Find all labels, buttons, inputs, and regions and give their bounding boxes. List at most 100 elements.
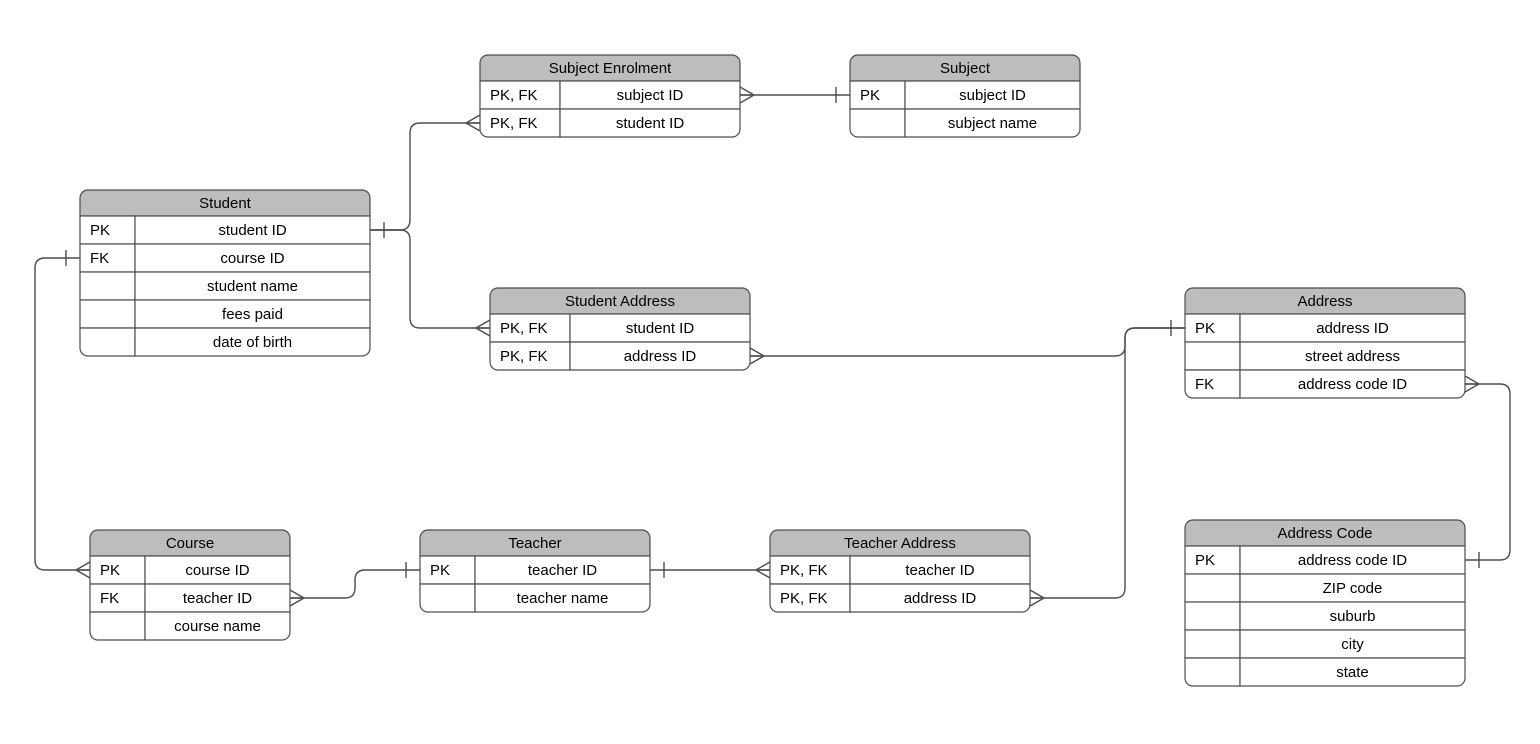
field-label: teacher ID bbox=[183, 590, 252, 607]
key-label: PK bbox=[1195, 552, 1215, 569]
cardinality-many bbox=[476, 328, 490, 336]
field-label: student name bbox=[207, 278, 298, 295]
entity-student: Student PK student ID FK course ID student na… bbox=[80, 190, 370, 356]
edge-path bbox=[370, 123, 480, 230]
key-label: FK bbox=[100, 590, 119, 607]
field-label: teacher name bbox=[517, 590, 609, 607]
key-cell bbox=[80, 272, 135, 300]
entity-title: Student bbox=[199, 195, 252, 212]
key-cell bbox=[1185, 342, 1240, 370]
key-cell bbox=[1185, 630, 1240, 658]
key-cell bbox=[1185, 602, 1240, 630]
field-label: student ID bbox=[218, 222, 287, 239]
entity-student_address: Student Address PK, FK student ID PK, FK add… bbox=[490, 288, 750, 370]
field-label: fees paid bbox=[222, 306, 283, 323]
erd-canvas: Student PK student ID FK course ID student na… bbox=[0, 0, 1540, 744]
edge-path bbox=[290, 570, 420, 598]
entities-layer: Student PK student ID FK course ID student na… bbox=[80, 55, 1465, 686]
edge-subject-enrolment-to-subject bbox=[740, 87, 850, 103]
key-cell bbox=[850, 109, 905, 137]
field-label: address code ID bbox=[1298, 552, 1407, 569]
edge-teacher-to-teacher-address bbox=[650, 562, 770, 578]
entity-course: Course PK course ID FK teacher ID course name bbox=[90, 530, 290, 640]
field-label: teacher ID bbox=[905, 562, 974, 579]
entity-title: Address bbox=[1297, 293, 1352, 310]
cardinality-many bbox=[76, 570, 90, 578]
cardinality-many bbox=[1030, 590, 1044, 598]
entity-title: Subject Enrolment bbox=[549, 60, 672, 77]
field-label: date of birth bbox=[213, 334, 292, 351]
entity-title: Teacher bbox=[508, 535, 561, 552]
field-label: student ID bbox=[626, 320, 695, 337]
field-label: address ID bbox=[904, 590, 977, 607]
field-label: street address bbox=[1305, 348, 1400, 365]
field-label: student ID bbox=[616, 115, 685, 132]
cardinality-many bbox=[290, 598, 304, 606]
entity-title: Student Address bbox=[565, 293, 675, 310]
cardinality-many bbox=[76, 562, 90, 570]
field-label: state bbox=[1336, 664, 1369, 681]
edge-path bbox=[750, 328, 1185, 356]
key-cell bbox=[90, 612, 145, 640]
key-label: FK bbox=[1195, 376, 1214, 393]
cardinality-many bbox=[756, 562, 770, 570]
cardinality-many bbox=[290, 590, 304, 598]
edge-course-to-teacher bbox=[290, 562, 420, 606]
edge-path bbox=[370, 230, 490, 328]
field-label: address ID bbox=[1316, 320, 1389, 337]
key-label: PK bbox=[860, 87, 880, 104]
cardinality-many bbox=[1465, 384, 1479, 392]
entity-title: Teacher Address bbox=[844, 535, 956, 552]
key-label: PK bbox=[90, 222, 110, 239]
cardinality-many bbox=[1465, 376, 1479, 384]
cardinality-many bbox=[750, 356, 764, 364]
cardinality-many bbox=[740, 95, 754, 103]
cardinality-many bbox=[740, 87, 754, 95]
entity-subject: Subject PK subject ID subject name bbox=[850, 55, 1080, 137]
field-label: city bbox=[1341, 636, 1364, 653]
edge-path bbox=[1465, 384, 1510, 560]
key-label: PK, FK bbox=[490, 115, 538, 132]
field-label: course ID bbox=[185, 562, 249, 579]
entity-subject_enrolment: Subject Enrolment PK, FK subject ID PK, FK s… bbox=[480, 55, 740, 137]
field-label: address ID bbox=[624, 348, 697, 365]
key-label: PK, FK bbox=[780, 562, 828, 579]
entity-title: Address Code bbox=[1277, 525, 1372, 542]
key-label: PK, FK bbox=[780, 590, 828, 607]
entity-teacher: Teacher PK teacher ID teacher name bbox=[420, 530, 650, 612]
cardinality-many bbox=[750, 348, 764, 356]
key-cell bbox=[1185, 658, 1240, 686]
cardinality-many bbox=[476, 320, 490, 328]
cardinality-many bbox=[756, 570, 770, 578]
field-label: subject ID bbox=[617, 87, 684, 104]
entity-title: Course bbox=[166, 535, 214, 552]
field-label: suburb bbox=[1330, 608, 1376, 625]
entity-address: Address PK address ID street address FK addre… bbox=[1185, 288, 1465, 398]
key-label: PK, FK bbox=[490, 87, 538, 104]
field-label: subject ID bbox=[959, 87, 1026, 104]
key-label: PK, FK bbox=[500, 348, 548, 365]
key-label: PK bbox=[100, 562, 120, 579]
key-label: PK bbox=[1195, 320, 1215, 337]
edge-path bbox=[1030, 328, 1185, 598]
field-label: address code ID bbox=[1298, 376, 1407, 393]
field-label: subject name bbox=[948, 115, 1037, 132]
key-label: PK bbox=[430, 562, 450, 579]
key-cell bbox=[420, 584, 475, 612]
key-label: FK bbox=[90, 250, 109, 267]
field-label: course name bbox=[174, 618, 261, 635]
entity-address_code: Address Code PK address code ID ZIP code sub… bbox=[1185, 520, 1465, 686]
key-cell bbox=[1185, 574, 1240, 602]
key-cell bbox=[80, 300, 135, 328]
cardinality-many bbox=[466, 115, 480, 123]
cardinality-many bbox=[466, 123, 480, 131]
field-label: teacher ID bbox=[528, 562, 597, 579]
field-label: course ID bbox=[220, 250, 284, 267]
entity-title: Subject bbox=[940, 60, 991, 77]
edge-address-to-address-code bbox=[1465, 376, 1510, 568]
edge-student-fan bbox=[370, 115, 490, 336]
entity-teacher_address: Teacher Address PK, FK teacher ID PK, FK add… bbox=[770, 530, 1030, 612]
field-label: ZIP code bbox=[1323, 580, 1383, 597]
key-label: PK, FK bbox=[500, 320, 548, 337]
cardinality-many bbox=[1030, 598, 1044, 606]
